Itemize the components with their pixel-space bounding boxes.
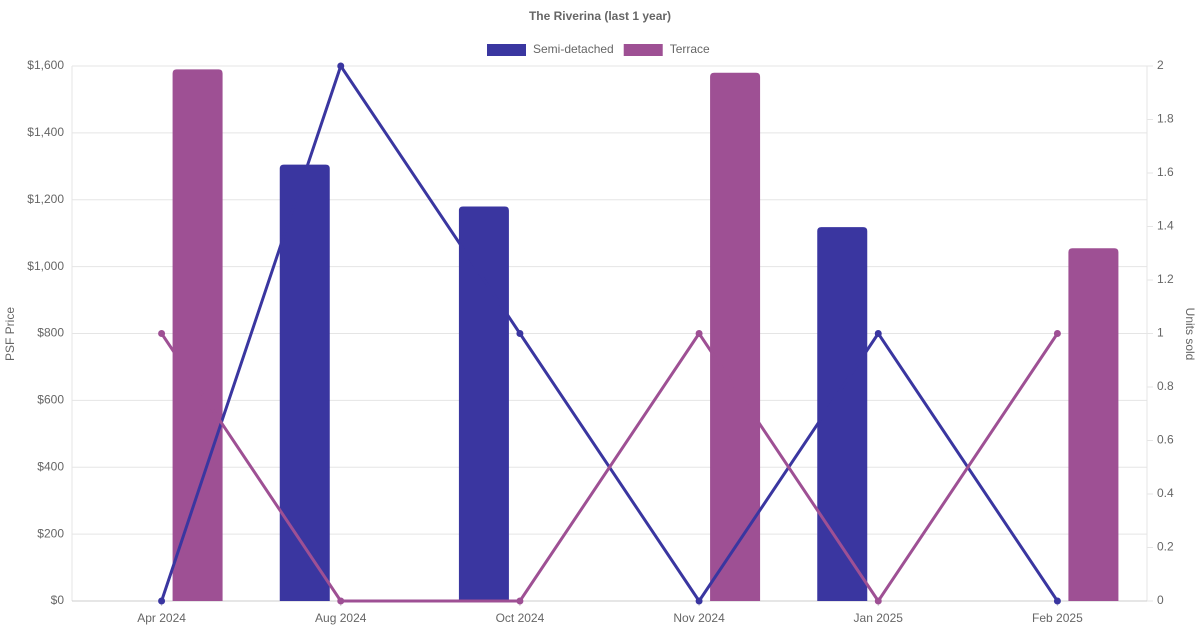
y-tick-label: $600 (37, 393, 64, 407)
bar (710, 72, 761, 601)
y-tick-label: $1,200 (27, 192, 64, 206)
legend-label: Terrace (670, 42, 710, 56)
y-tick-label: $0 (51, 593, 65, 607)
line-point (874, 330, 882, 337)
x-tick-label: Aug 2024 (315, 611, 367, 625)
y2-tick-label: 1.2 (1157, 272, 1174, 286)
legend-swatch (623, 44, 663, 56)
y2-tick-label: 1 (1157, 326, 1164, 340)
line-point (874, 597, 882, 605)
y-tick-label: $400 (37, 459, 64, 473)
bar (817, 227, 868, 601)
y-tick-label: $1,400 (27, 125, 64, 139)
line-point (695, 330, 703, 337)
y2-tick-label: 0.6 (1157, 433, 1174, 447)
y-tick-label: $200 (37, 526, 64, 540)
y2-tick-label: 0 (1157, 593, 1164, 607)
y-axis-title: PSF Price (3, 307, 17, 361)
line (160, 330, 1059, 604)
line-point (1053, 330, 1061, 337)
bar (172, 69, 223, 601)
x-tick-label: Apr 2024 (137, 611, 186, 625)
y-tick-label: $800 (37, 326, 64, 340)
bar (279, 164, 330, 601)
line-point (695, 597, 703, 605)
line-point (337, 597, 345, 605)
x-tick-label: Jan 2025 (854, 611, 904, 625)
line-point (158, 330, 166, 337)
chart-title: The Riverina (last 1 year) (529, 9, 671, 23)
y2-tick-label: 2 (1157, 58, 1164, 72)
bar (458, 206, 509, 601)
y2-tick-label: 0.8 (1157, 379, 1174, 393)
line-point (337, 62, 345, 70)
y2-tick-label: 1.4 (1157, 219, 1174, 233)
y2-tick-label: 1.6 (1157, 165, 1174, 179)
y2-axis-title: Units sold (1183, 308, 1197, 361)
legend-label: Semi-detached (533, 42, 614, 56)
y-tick-label: $1,000 (27, 259, 64, 273)
line-point (1053, 597, 1061, 605)
line-point (516, 330, 524, 337)
y2-tick-label: 1.8 (1157, 112, 1174, 126)
y-tick-label: $1,600 (27, 58, 64, 72)
line-point (158, 597, 166, 605)
line-point (516, 597, 524, 605)
y2-tick-label: 0.2 (1157, 540, 1174, 554)
x-tick-label: Feb 2025 (1032, 611, 1083, 625)
bar (1068, 248, 1119, 601)
legend-swatch (487, 44, 526, 56)
x-tick-label: Nov 2024 (673, 611, 725, 625)
x-tick-label: Oct 2024 (496, 611, 545, 625)
y2-tick-label: 0.4 (1157, 486, 1174, 500)
